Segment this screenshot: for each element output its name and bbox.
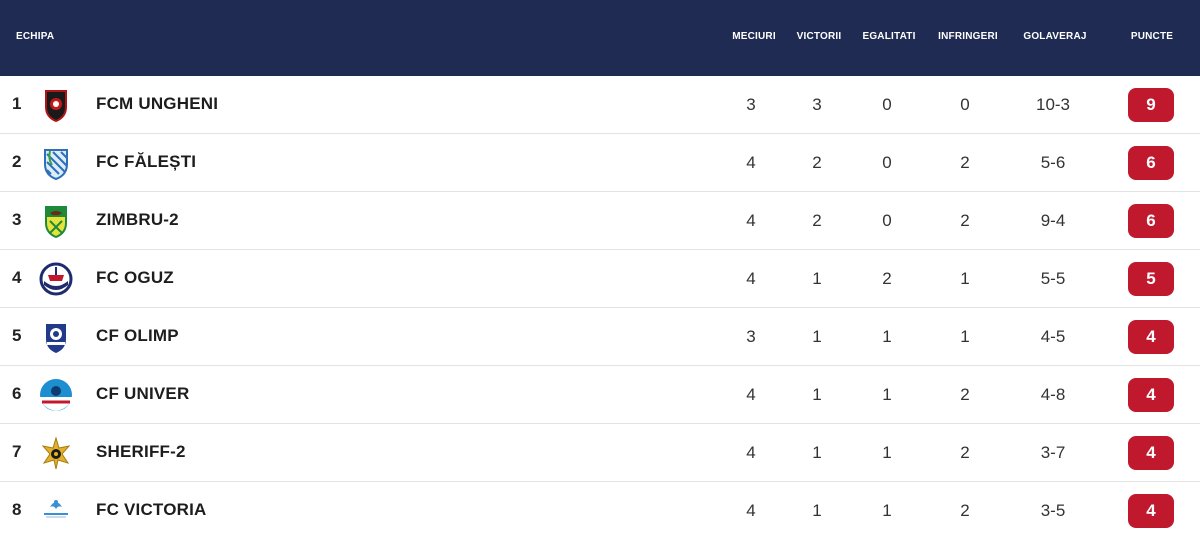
draws: 1 xyxy=(882,443,892,462)
wins: 1 xyxy=(812,269,822,288)
goal-difference: 3-7 xyxy=(1040,443,1066,462)
team-name[interactable]: FCM UNGHENI xyxy=(96,94,219,113)
wins: 1 xyxy=(812,501,822,520)
points-badge: 4 xyxy=(1128,494,1174,528)
draws: 1 xyxy=(882,501,892,520)
played: 4 xyxy=(746,269,756,288)
table-row[interactable]: 1 FCM UNGHENI 3 3 0 0 10-3 9 xyxy=(0,76,1200,134)
rank: 3 xyxy=(12,210,22,229)
table-row[interactable]: 2 FC FĂLEȘTI 4 2 0 2 5-6 6 xyxy=(0,134,1200,192)
losses: 2 xyxy=(960,443,970,462)
played: 4 xyxy=(746,211,756,230)
team-name[interactable]: FC VICTORIA xyxy=(96,500,207,519)
wins: 3 xyxy=(812,95,822,114)
points-badge: 6 xyxy=(1128,204,1174,238)
cf-univer-crest-icon xyxy=(38,377,74,413)
header-losses: INFRINGERI xyxy=(938,31,998,42)
header-team: ECHIPA xyxy=(16,31,55,42)
wins: 1 xyxy=(812,385,822,404)
points-badge: 4 xyxy=(1128,436,1174,470)
losses: 1 xyxy=(960,269,970,288)
played: 4 xyxy=(746,501,756,520)
table-header: ECHIPA MECIURI VICTORII EGALITATI INFRIN… xyxy=(0,0,1200,76)
fc-falesti-crest-icon xyxy=(38,145,74,181)
cf-olimp-crest-icon xyxy=(38,319,74,355)
draws: 1 xyxy=(882,327,892,346)
rank: 5 xyxy=(12,326,22,345)
rank: 1 xyxy=(12,94,22,113)
team-name[interactable]: FC FĂLEȘTI xyxy=(96,152,197,171)
fc-victoria-crest-icon xyxy=(38,493,74,529)
rank: 8 xyxy=(12,500,22,519)
points-badge: 5 xyxy=(1128,262,1174,296)
draws: 0 xyxy=(882,153,892,172)
draws: 0 xyxy=(882,95,892,114)
table-row[interactable]: 6 CF UNIVER 4 1 1 2 4-8 4 xyxy=(0,366,1200,424)
sheriff-crest-icon xyxy=(38,435,74,471)
table-row[interactable]: 7 SHERIFF-2 4 1 1 2 3-7 4 xyxy=(0,424,1200,482)
rank: 6 xyxy=(12,384,22,403)
goal-difference: 5-6 xyxy=(1040,153,1066,172)
played: 4 xyxy=(746,153,756,172)
team-name[interactable]: ZIMBRU-2 xyxy=(96,210,179,229)
goal-difference: 10-3 xyxy=(1035,95,1071,114)
header-goal-difference: GOLAVERAJ xyxy=(1023,31,1087,42)
wins: 2 xyxy=(812,153,822,172)
points-badge: 4 xyxy=(1128,320,1174,354)
fcm-ungheni-crest-icon xyxy=(38,87,74,123)
goal-difference: 3-5 xyxy=(1040,501,1066,520)
goal-difference: 4-5 xyxy=(1040,327,1066,346)
points-badge: 9 xyxy=(1128,88,1174,122)
rank: 7 xyxy=(12,442,22,461)
losses: 2 xyxy=(960,385,970,404)
header-draws: EGALITATI xyxy=(862,31,916,42)
played: 3 xyxy=(746,327,756,346)
wins: 2 xyxy=(812,211,822,230)
wins: 1 xyxy=(812,327,822,346)
team-name[interactable]: CF UNIVER xyxy=(96,384,190,403)
played: 3 xyxy=(746,95,756,114)
losses: 2 xyxy=(960,153,970,172)
draws: 0 xyxy=(882,211,892,230)
goal-difference: 5-5 xyxy=(1040,269,1066,288)
losses: 0 xyxy=(960,95,970,114)
team-name[interactable]: FC OGUZ xyxy=(96,268,174,287)
rank: 2 xyxy=(12,152,22,171)
team-name[interactable]: SHERIFF-2 xyxy=(96,442,186,461)
team-name[interactable]: CF OLIMP xyxy=(96,326,179,345)
points-badge: 6 xyxy=(1128,146,1174,180)
points-badge: 4 xyxy=(1128,378,1174,412)
draws: 2 xyxy=(882,269,892,288)
goal-difference: 4-8 xyxy=(1040,385,1066,404)
table-row[interactable]: 5 CF OLIMP 3 1 1 1 4-5 4 xyxy=(0,308,1200,366)
played: 4 xyxy=(746,385,756,404)
header-points: PUNCTE xyxy=(1130,31,1174,42)
fc-oguz-crest-icon xyxy=(38,261,74,297)
rank: 4 xyxy=(12,268,22,287)
losses: 1 xyxy=(960,327,970,346)
table-row[interactable]: 4 FC OGUZ 4 1 2 1 5-5 5 xyxy=(0,250,1200,308)
header-wins: VICTORII xyxy=(796,31,842,42)
played: 4 xyxy=(746,443,756,462)
losses: 2 xyxy=(960,501,970,520)
losses: 2 xyxy=(960,211,970,230)
table-row[interactable]: 8 FC VICTORIA 4 1 1 2 3-5 4 xyxy=(0,482,1200,539)
wins: 1 xyxy=(812,443,822,462)
header-played: MECIURI xyxy=(732,31,776,42)
table-row[interactable]: 3 ZIMBRU-2 4 2 0 2 9-4 6 xyxy=(0,192,1200,250)
zimbru-crest-icon xyxy=(38,203,74,239)
goal-difference: 9-4 xyxy=(1040,211,1066,230)
draws: 1 xyxy=(882,385,892,404)
